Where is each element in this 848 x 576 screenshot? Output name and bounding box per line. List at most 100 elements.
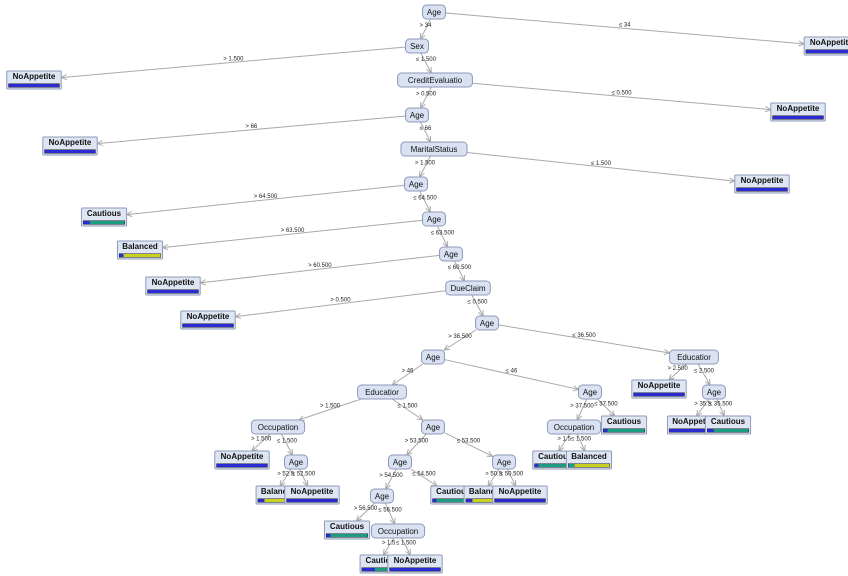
leaf-node-L14[interactable]: NoAppetite [492, 485, 548, 505]
tree-edge [251, 433, 271, 452]
edge-condition-label: > 54.500 [379, 473, 403, 479]
leaf-node-L2[interactable]: NoAppetite [42, 136, 98, 156]
leaf-node-L11[interactable]: NoAppetite [284, 485, 340, 505]
leaf-label: NoAppetite [291, 487, 334, 496]
leaf-node-L19[interactable]: Cautious [600, 415, 648, 435]
edge-arrowhead [486, 451, 494, 457]
class-bar-cautious [538, 464, 572, 467]
split-attribute-label: Age [480, 319, 495, 328]
class-bar-cautious [568, 464, 575, 467]
edge-arrowhead [431, 480, 439, 487]
tree-edge [444, 359, 579, 390]
tree-edge [279, 468, 292, 487]
tree-edge [716, 398, 725, 417]
leaf-node-L8[interactable]: NoAppetite [734, 174, 790, 194]
tree-edge [61, 46, 406, 79]
leaf-node-L6[interactable]: NoAppetite [145, 276, 201, 296]
split-node-n18[interactable]: Age [702, 384, 726, 400]
leaf-label: Cautious [87, 209, 122, 218]
split-attribute-label: Occupation [378, 527, 418, 536]
split-node-n1[interactable]: Age [422, 4, 446, 20]
tree-edge [385, 468, 397, 490]
edge-condition-label: ≤ 53.500 [457, 439, 481, 445]
split-node-n3[interactable]: CreditEvaluatio [397, 72, 473, 88]
split-node-n11[interactable]: Age [421, 349, 445, 365]
edge-condition-label: ≤ 56.500 [378, 508, 402, 514]
split-node-n17[interactable]: Occupation [546, 419, 602, 435]
class-bar-noappetite [772, 116, 824, 119]
split-node-n2[interactable]: Sex [405, 38, 429, 54]
leaf-label: NoAppetite [394, 556, 437, 565]
leaf-node-L18[interactable]: NoAppetite [631, 379, 687, 399]
split-node-n12[interactable]: Educatior [669, 349, 719, 365]
leaf-node-L20[interactable]: Cautiou [532, 450, 574, 470]
split-attribute-label: Age [409, 180, 424, 189]
split-node-n16[interactable]: Age [421, 419, 445, 435]
split-node-n13[interactable]: Educatior [357, 384, 407, 400]
tree-edge [471, 294, 484, 317]
split-node-n20[interactable]: Age [388, 454, 412, 470]
tree-edge [472, 82, 771, 111]
class-bar-noappetite [362, 568, 375, 571]
edge-condition-label: > 34 [420, 23, 433, 29]
split-node-n10[interactable]: Age [475, 315, 499, 331]
leaf-node-L17[interactable]: NoAppetite [387, 554, 443, 574]
edge-condition-label: ≤ 35.500 [709, 402, 733, 408]
leaf-node-L16[interactable]: Cautio [359, 554, 397, 574]
split-node-n21[interactable]: Age [492, 454, 516, 470]
edge-condition-label: > 1.500 [320, 404, 341, 410]
class-bar-noappetite [326, 534, 331, 537]
split-node-n19[interactable]: Age [284, 454, 308, 470]
leaf-node-L5[interactable]: Balanced [116, 240, 164, 260]
split-attribute-label: Age [426, 423, 441, 432]
edge-condition-label: > 0.500 [330, 298, 351, 304]
leaf-node-L4[interactable]: Cautious [80, 207, 128, 227]
split-attribute-label: Age [497, 458, 512, 467]
split-node-n23[interactable]: Occupation [370, 523, 426, 539]
class-bar-noappetite [806, 50, 848, 53]
leaf-node-L10[interactable]: Balanc [255, 485, 293, 505]
split-node-n15[interactable]: Occupation [250, 419, 306, 435]
tree-edge [235, 290, 446, 318]
tree-edge [487, 468, 500, 487]
split-attribute-label: Sex [410, 42, 424, 51]
split-node-n6[interactable]: Age [404, 176, 428, 192]
leaf-node-L1[interactable]: NoAppetite [6, 70, 62, 90]
leaf-node-L0[interactable]: NoAppetit [803, 36, 848, 56]
split-attribute-label: Age [410, 111, 425, 120]
split-node-n8[interactable]: Age [439, 246, 463, 262]
edge-condition-label: ≤ 46 [506, 369, 518, 375]
edge-arrowhead [487, 479, 494, 487]
leaf-label: NoAppetite [638, 381, 681, 390]
leaf-node-L23[interactable]: Cautious [704, 415, 752, 435]
leaf-node-L7[interactable]: NoAppetite [180, 310, 236, 330]
split-attribute-label: Age [707, 388, 722, 397]
class-bar-cautious [330, 534, 368, 537]
class-bar-balanced [123, 254, 161, 257]
split-node-n22[interactable]: Age [370, 488, 394, 504]
split-node-n5[interactable]: MaritalStatus [400, 141, 468, 157]
class-bar-noappetite [83, 221, 90, 224]
tree-edge [454, 260, 465, 282]
split-node-n4[interactable]: Age [405, 107, 429, 123]
edge-condition-label: ≤ 1.500 [277, 439, 298, 445]
class-bar-noappetite [258, 499, 265, 502]
split-node-n9[interactable]: DueClaim [445, 280, 491, 296]
leaf-node-L13[interactable]: Balanc [463, 485, 501, 505]
tree-edge [420, 18, 431, 40]
split-node-n7[interactable]: Age [422, 211, 446, 227]
tree-edge [419, 190, 431, 213]
leaf-node-L3[interactable]: NoAppetite [770, 102, 826, 122]
class-bar-noappetite [147, 290, 199, 293]
split-attribute-label: Age [375, 492, 390, 501]
leaf-label: NoAppetite [221, 452, 264, 461]
split-node-n14[interactable]: Age [578, 384, 602, 400]
leaf-node-L15[interactable]: Cautious [323, 520, 371, 540]
tree-edge [298, 468, 309, 487]
split-attribute-label: Age [427, 8, 442, 17]
tree-edge [410, 468, 438, 487]
tree-edge [420, 86, 432, 109]
leaf-node-L9[interactable]: NoAppetite [214, 450, 270, 470]
split-attribute-label: Age [426, 353, 441, 362]
leaf-node-L21[interactable]: Balanced [565, 450, 613, 470]
